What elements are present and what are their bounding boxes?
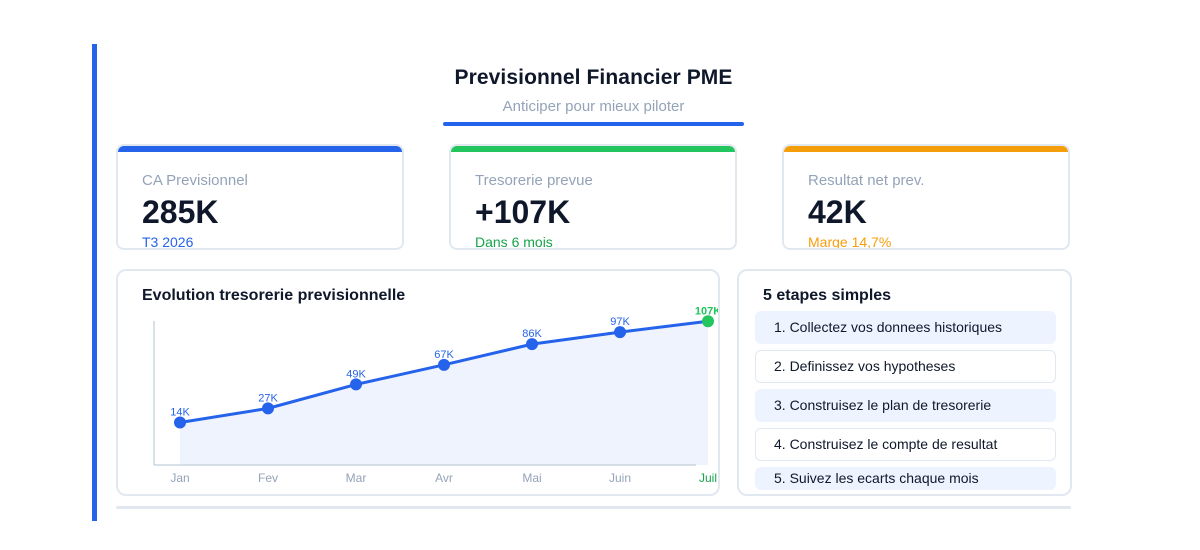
steps-title: 5 etapes simples: [763, 287, 892, 304]
title-underline: [443, 122, 744, 126]
chart-point: [702, 315, 714, 328]
chart-data-label: 107K: [695, 305, 718, 317]
steps-panel: 5 etapes simples 1. Collectez vos donnee…: [737, 269, 1072, 496]
step-item: 5. Suivez les ecarts chaque mois: [755, 467, 1056, 490]
chart-data-label: 86K: [522, 328, 542, 340]
page-title: Previsionnel Financier PME: [454, 66, 733, 89]
page-subtitle: Anticiper pour mieux piloter: [502, 98, 685, 115]
chart-point: [262, 402, 274, 415]
kpi-card-accent: [451, 146, 735, 152]
chart-data-label: 97K: [610, 316, 630, 328]
step-item: 4. Construisez le compte de resultat: [755, 428, 1056, 461]
chart-point: [174, 416, 186, 429]
left-accent-bar: [92, 44, 97, 521]
kpi-label: CA Previsionnel: [142, 172, 248, 189]
kpi-value: 285K: [142, 194, 219, 230]
chart-point: [526, 338, 538, 351]
chart-data-label: 27K: [258, 392, 278, 404]
chart-tick-label: Mai: [522, 471, 541, 485]
kpi-card-ca: CA Previsionnel 285K T3 2026: [116, 144, 404, 250]
chart-tick-label: Avr: [435, 471, 453, 485]
footer-divider: [116, 506, 1071, 509]
chart-data-label: 14K: [170, 407, 190, 419]
kpi-subtext: T3 2026: [142, 234, 194, 250]
kpi-card-accent: [118, 146, 402, 152]
kpi-label: Tresorerie prevue: [475, 172, 593, 189]
chart-point: [438, 358, 450, 371]
kpi-label: Resultat net prev.: [808, 172, 925, 189]
kpi-value: 42K: [808, 194, 867, 230]
chart-tick-label: Juin: [609, 471, 631, 485]
kpi-card-resultat: Resultat net prev. 42K Marge 14,7%: [782, 144, 1070, 250]
kpi-card-tresorerie: Tresorerie prevue +107K Dans 6 mois: [449, 144, 737, 250]
kpi-subtext: Dans 6 mois: [475, 234, 553, 250]
chart-title: Evolution tresorerie previsionnelle: [142, 287, 406, 304]
chart-tick-label: Jan: [170, 471, 189, 485]
kpi-value: +107K: [475, 194, 571, 230]
chart-point: [350, 378, 362, 391]
kpi-subtext: Marge 14,7%: [808, 234, 892, 250]
step-item: 3. Construisez le plan de tresorerie: [755, 389, 1056, 422]
chart-tick-label: Fev: [258, 471, 278, 485]
chart-area-fill: [180, 321, 708, 465]
step-item: 1. Collectez vos donnees historiques: [755, 311, 1056, 344]
chart-tick-label: Juil: [699, 471, 717, 485]
page-header: Previsionnel Financier PME Anticiper pou…: [443, 66, 744, 126]
chart-data-label: 67K: [434, 349, 454, 361]
chart-point: [614, 326, 626, 339]
step-item: 2. Definissez vos hypotheses: [755, 350, 1056, 383]
kpi-card-accent: [784, 146, 1068, 152]
tresorerie-chart: 14K Jan 27K Fev 49K Mar 67K Avr 86K Mai 97K Juin 107…: [153, 305, 718, 485]
chart-panel: Evolution tresorerie previsionnelle 14K J…: [116, 269, 720, 496]
chart-tick-label: Mar: [346, 471, 367, 485]
chart-data-label: 49K: [346, 368, 366, 380]
